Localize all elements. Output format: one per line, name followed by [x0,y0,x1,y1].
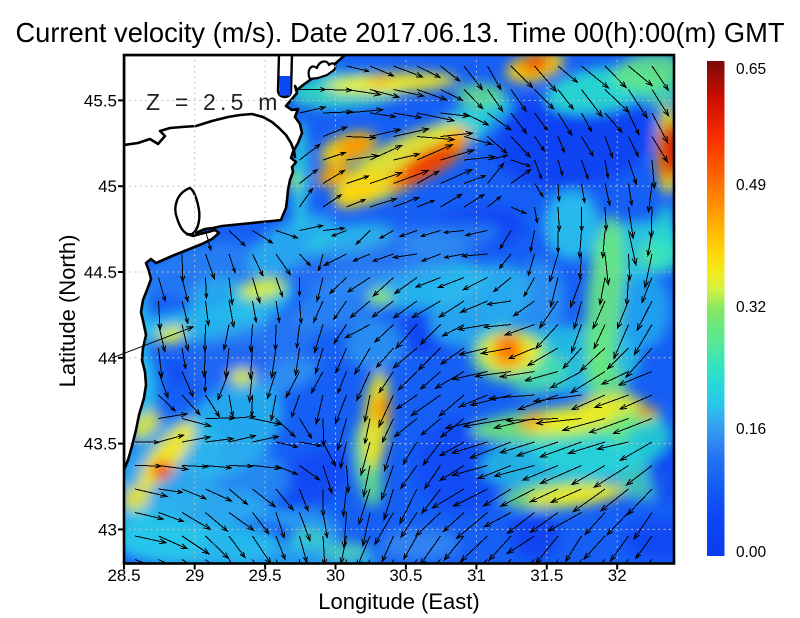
svg-text:Latitude (North): Latitude (North) [55,235,80,388]
svg-text:0.65: 0.65 [736,61,766,78]
svg-text:31.5: 31.5 [530,566,563,585]
svg-text:Current velocity (m/s). Date 2: Current velocity (m/s). Date 2017.06.13.… [15,17,784,48]
svg-text:44: 44 [98,349,117,368]
svg-text:Z = 2.5 m: Z = 2.5 m [146,89,282,115]
svg-text:0.32: 0.32 [736,299,766,316]
svg-text:44.5: 44.5 [84,263,117,282]
svg-text:0.49: 0.49 [736,177,766,194]
svg-text:28.5: 28.5 [107,566,140,585]
svg-text:29: 29 [185,566,204,585]
svg-text:32: 32 [608,566,627,585]
svg-text:45: 45 [98,177,117,196]
svg-text:31: 31 [467,566,486,585]
svg-text:43: 43 [98,520,117,539]
svg-text:0.00: 0.00 [736,544,767,561]
svg-text:Longitude (East): Longitude (East) [318,589,479,614]
svg-text:29.5: 29.5 [249,566,282,585]
svg-text:30.5: 30.5 [389,566,422,585]
svg-text:0.16: 0.16 [736,421,766,438]
svg-text:45.5: 45.5 [84,91,117,110]
svg-text:43.5: 43.5 [84,435,117,454]
svg-text:30: 30 [326,566,345,585]
